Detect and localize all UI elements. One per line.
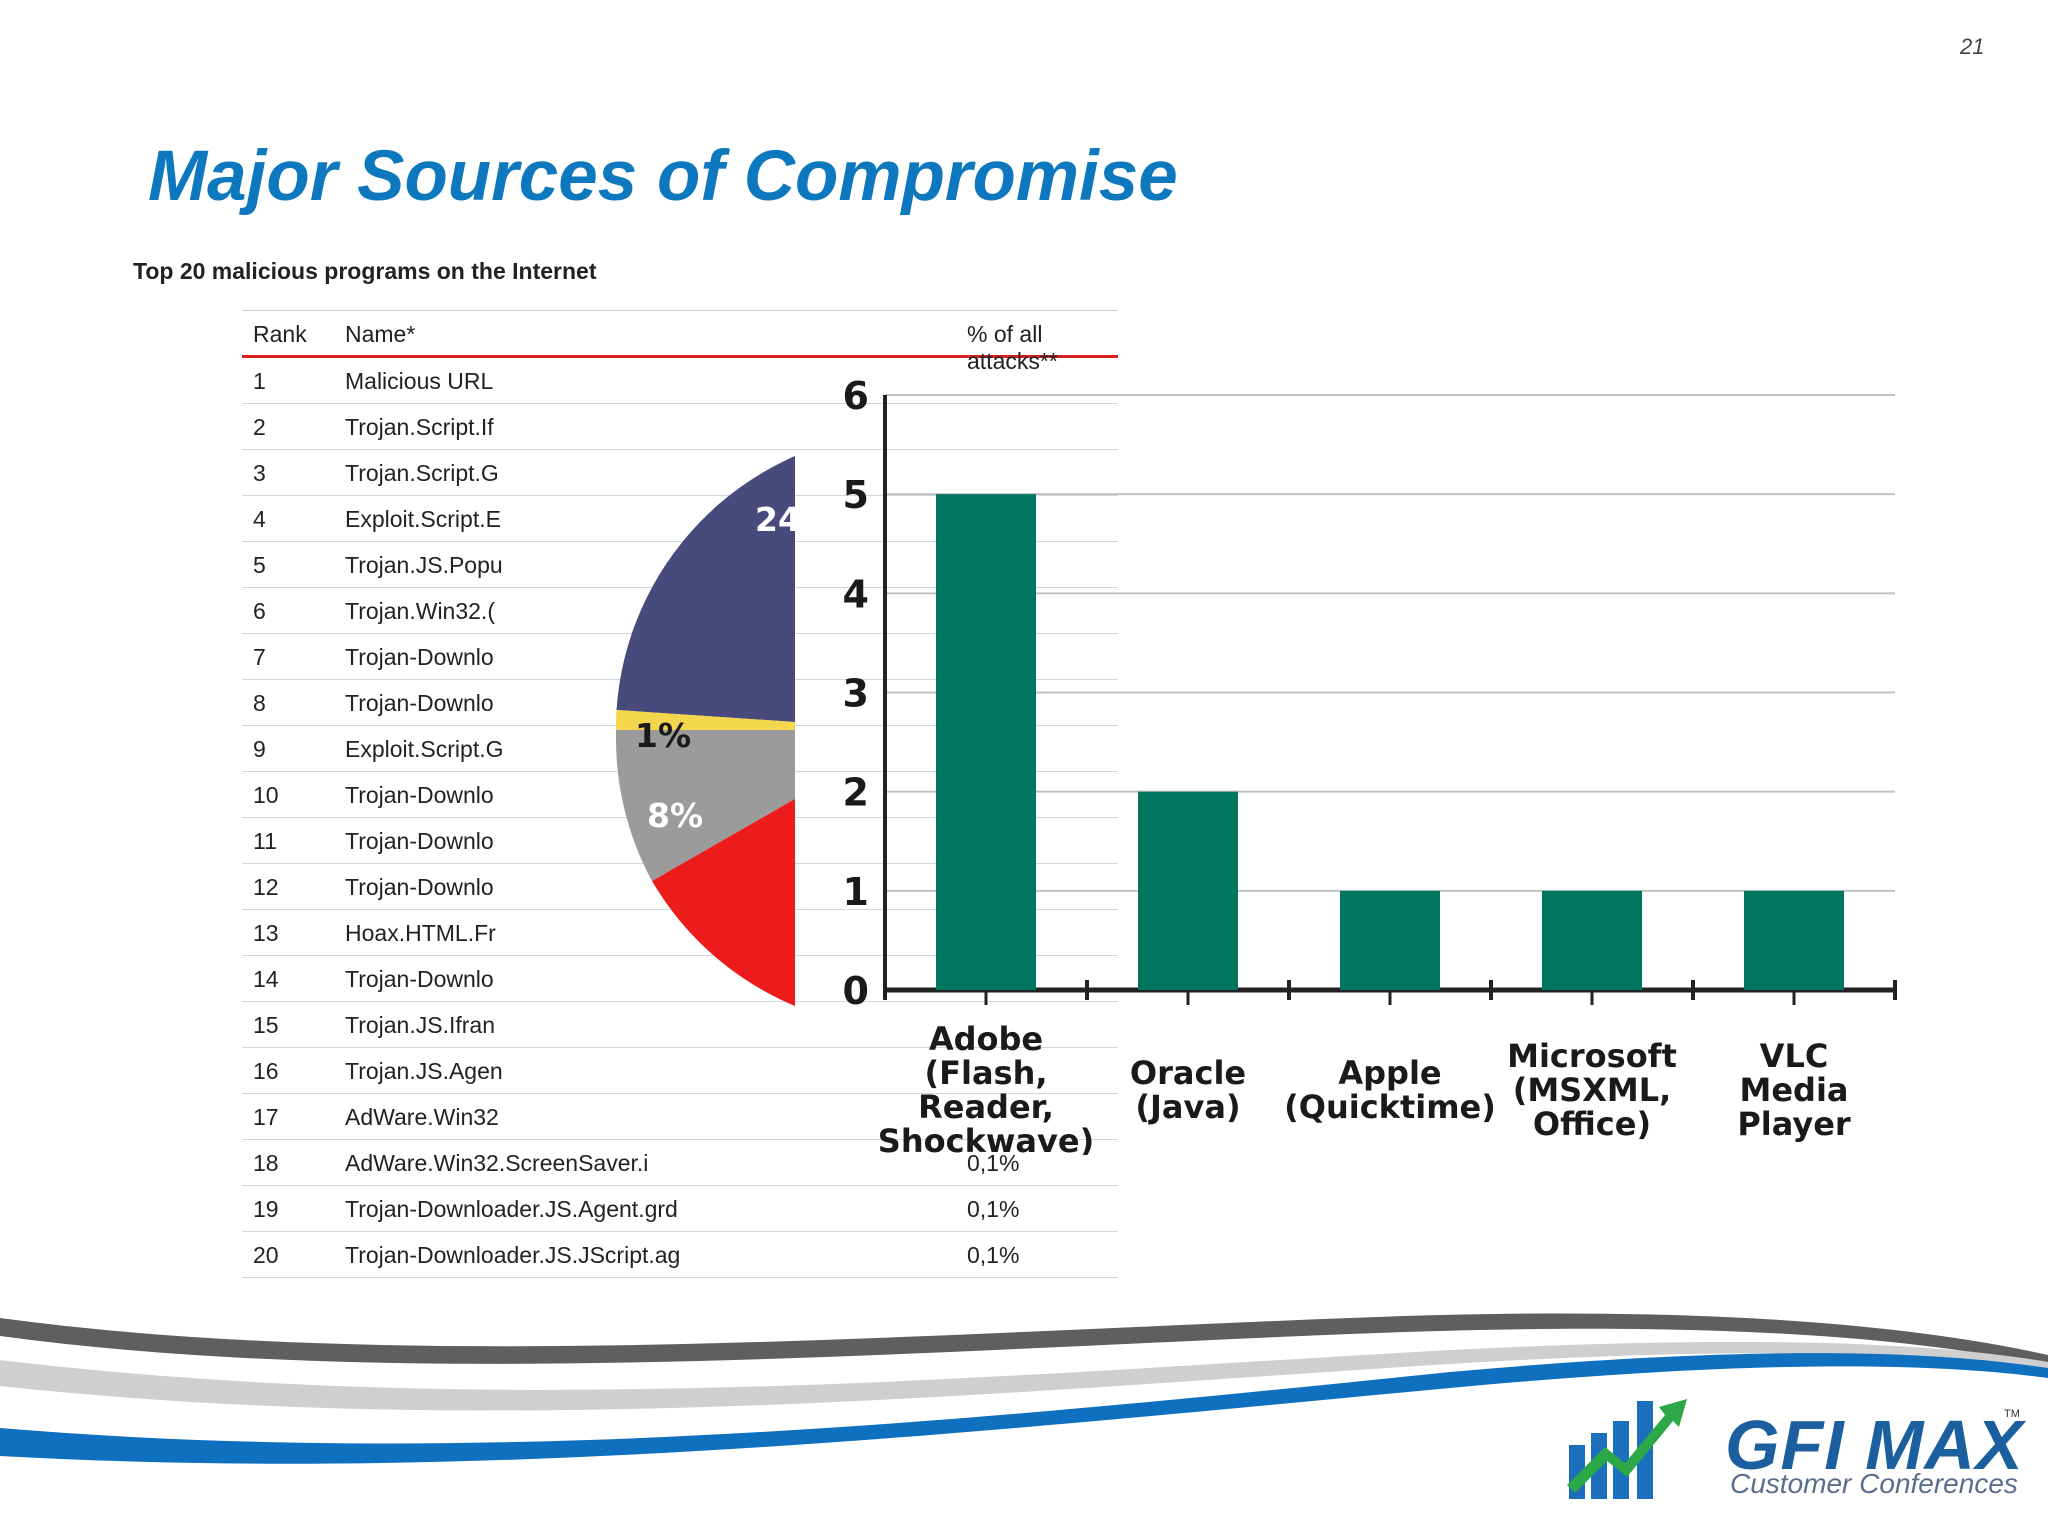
pie-slice-yellow	[616, 710, 795, 730]
pie-label-gray: 8%	[647, 796, 704, 835]
gfi-logo-icon	[1567, 1399, 1687, 1499]
page-number: 21	[1960, 34, 1985, 59]
cell-rank: 5	[253, 552, 266, 578]
cell-name: Trojan-Downlo	[345, 782, 494, 808]
table-row: 3 Trojan.Script.G	[242, 450, 1118, 496]
y-tick-label: 6	[843, 374, 869, 418]
cell-name: Trojan.Script.If	[345, 414, 494, 440]
bar	[1138, 791, 1238, 990]
x-category-label: Oracle (Java)	[1130, 1054, 1246, 1126]
table-row: 4 Exploit.Script.E	[242, 496, 1118, 542]
cell-rank: 16	[253, 1058, 279, 1084]
x-category-label: VLC Media Player	[1737, 1037, 1851, 1143]
cell-rank: 13	[253, 920, 279, 946]
bar	[1542, 890, 1642, 990]
cell-rank: 15	[253, 1012, 279, 1038]
cell-rank: 3	[253, 460, 266, 486]
cell-rank: 20	[253, 1242, 279, 1268]
cell-rank: 8	[253, 690, 266, 716]
cell-rank: 7	[253, 644, 266, 670]
cell-name: Hoax.HTML.Fr	[345, 920, 496, 946]
cell-rank: 10	[253, 782, 279, 808]
table-row: 14 Trojan-Downlo	[242, 956, 1118, 1002]
cell-pct: 0,1%	[967, 1242, 1020, 1268]
logo-brand: GFI MAX	[1725, 1406, 2024, 1484]
cell-name: Trojan.JS.Ifran	[345, 1012, 495, 1038]
cell-rank: 17	[253, 1104, 279, 1130]
cell-name: AdWare.Win32.ScreenSaver.i	[345, 1150, 649, 1176]
y-tick-label: 2	[843, 771, 869, 815]
swoosh-blue	[0, 1353, 2048, 1464]
cell-name: Trojan-Downloader.JS.Agent.grd	[345, 1196, 678, 1222]
cell-name: Trojan.Script.G	[345, 460, 499, 486]
cell-name: Exploit.Script.E	[345, 506, 501, 532]
cell-rank: 11	[253, 828, 277, 854]
cell-name: Trojan.JS.Agen	[345, 1058, 503, 1084]
header-name: Name*	[345, 321, 416, 347]
table-row: 2 Trojan.Script.If	[242, 404, 1118, 450]
header-rank: Rank	[253, 321, 307, 347]
cell-rank: 9	[253, 736, 266, 762]
table-row: 18 AdWare.Win32.ScreenSaver.i 0,1%	[242, 1140, 1118, 1186]
cell-name: Trojan-Downlo	[345, 644, 494, 670]
table-row: 17 AdWare.Win32	[242, 1094, 1118, 1140]
table-row: 16 Trojan.JS.Agen	[242, 1048, 1118, 1094]
cell-name: Trojan-Downlo	[345, 966, 494, 992]
cell-rank: 18	[253, 1150, 279, 1176]
cell-pct: 0,1%	[967, 1196, 1020, 1222]
table-row: 19 Trojan-Downloader.JS.Agent.grd 0,1%	[242, 1186, 1118, 1232]
pie-chart: 24 1% 8%	[580, 400, 795, 1080]
table-header: Rank Name* % of all attacks**	[242, 310, 1118, 374]
cell-rank: 6	[253, 598, 266, 624]
pie-label-yellow: 1%	[635, 716, 692, 755]
y-tick-label: 4	[843, 572, 869, 616]
pie-slice-dark	[616, 456, 795, 722]
table-row: 13 Hoax.HTML.Fr	[242, 910, 1118, 956]
cell-name: Trojan.JS.Popu	[345, 552, 503, 578]
table-row: 20 Trojan-Downloader.JS.JScript.ag 0,1%	[242, 1232, 1118, 1278]
cell-name: Trojan-Downlo	[345, 874, 494, 900]
cell-name: AdWare.Win32	[345, 1104, 499, 1130]
cell-name: Trojan-Downloader.JS.JScript.ag	[345, 1242, 681, 1268]
cell-rank: 19	[253, 1196, 279, 1222]
cell-rank: 12	[253, 874, 279, 900]
cell-name: Malicious URL	[345, 368, 494, 394]
cell-name: Trojan.Win32.(	[345, 598, 495, 624]
cell-name: Trojan-Downlo	[345, 828, 494, 854]
y-tick-label: 3	[843, 672, 869, 716]
y-tick-label: 0	[843, 969, 869, 1013]
x-category-label: Apple (Quicktime)	[1284, 1054, 1496, 1126]
slide-title: Major Sources of Compromise	[148, 137, 1178, 216]
x-category-label: Microsoft (MSXML, Office)	[1507, 1037, 1677, 1143]
table-row: 15 Trojan.JS.Ifran	[242, 1002, 1118, 1048]
bar	[1744, 890, 1844, 990]
bar	[1340, 890, 1440, 990]
y-tick-label: 1	[843, 870, 869, 914]
malware-table: Rank Name* % of all attacks** 1 Malicious…	[242, 310, 1118, 1278]
swoosh-light	[0, 1341, 2048, 1411]
pie-label-dark: 24	[755, 500, 795, 539]
table-body: 1 Malicious URL 2 Trojan.Script.If 3 Trojan.S…	[242, 358, 1118, 1278]
pie-slice-red	[652, 798, 795, 1006]
cell-rank: 1	[253, 368, 266, 394]
table-caption: Top 20 malicious programs on the Interne…	[133, 258, 597, 284]
bar	[936, 494, 1036, 990]
x-category-label: Adobe (Flash, Reader, Shockwave)	[878, 1020, 1094, 1155]
cell-rank: 14	[253, 966, 279, 992]
logo-trademark: TM	[2004, 1408, 2020, 1420]
cell-pct: 0,1%	[967, 1150, 1020, 1176]
y-tick-label: 5	[843, 473, 869, 517]
cell-name: Exploit.Script.G	[345, 736, 504, 762]
bar-chart: 0 1 2 3 4 5 6 Adobe (Flash, Reader, Shockwave) Orac…	[843, 374, 1897, 1155]
table-row: 1 Malicious URL	[242, 358, 1118, 404]
pie-slice-gray	[616, 730, 795, 881]
logo-tagline: Customer Conferences	[1730, 1468, 2018, 1499]
cell-rank: 2	[253, 414, 266, 440]
cell-rank: 4	[253, 506, 266, 532]
header-pct: % of all attacks**	[967, 321, 1058, 374]
swoosh-dark	[0, 1313, 2048, 1366]
cell-name: Trojan-Downlo	[345, 690, 494, 716]
